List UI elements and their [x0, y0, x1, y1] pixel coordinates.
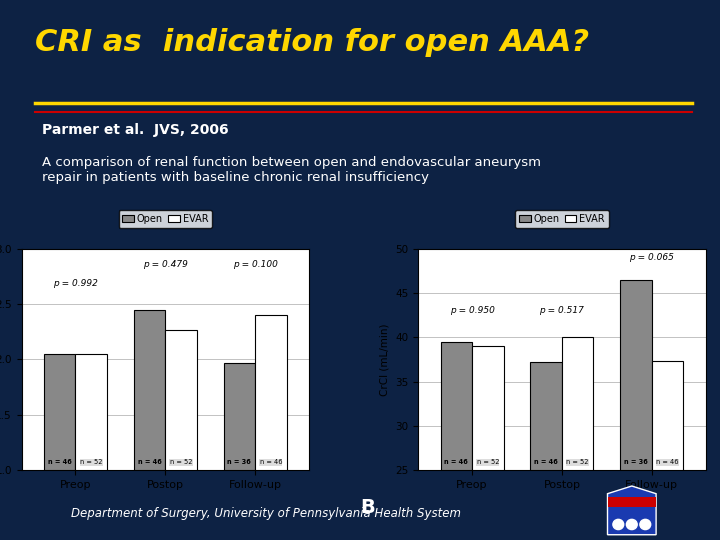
Text: n = 46: n = 46	[534, 460, 558, 465]
Bar	[620, 280, 652, 540]
Polygon shape	[608, 497, 656, 507]
Legend: Open, EVAR: Open, EVAR	[515, 210, 608, 228]
Bar	[255, 315, 287, 540]
Circle shape	[613, 519, 624, 530]
Bar	[224, 363, 255, 540]
Text: B: B	[361, 498, 375, 517]
Bar	[562, 338, 593, 540]
Text: p = 0.950: p = 0.950	[450, 306, 495, 315]
Text: n = 36: n = 36	[228, 460, 251, 465]
Bar	[531, 362, 562, 540]
Text: p = 0.992: p = 0.992	[53, 279, 98, 288]
Text: Department of Surgery, University of Pennsylvania Health System: Department of Surgery, University of Pen…	[71, 507, 462, 520]
Bar	[441, 342, 472, 540]
Text: n = 52: n = 52	[567, 460, 589, 465]
Bar	[76, 354, 107, 540]
Circle shape	[640, 519, 651, 530]
Legend: Open, EVAR: Open, EVAR	[119, 210, 212, 228]
Text: n = 46: n = 46	[138, 460, 161, 465]
Text: CRI as  indication for open AAA?: CRI as indication for open AAA?	[35, 29, 590, 57]
Text: n = 52: n = 52	[477, 460, 499, 465]
Bar	[652, 361, 683, 540]
Text: n = 46: n = 46	[260, 460, 282, 465]
Text: A comparison of renal function between open and endovascular aneurysm
repair in : A comparison of renal function between o…	[42, 157, 541, 185]
Text: Parmer et al.  JVS, 2006: Parmer et al. JVS, 2006	[42, 123, 229, 137]
Bar	[472, 346, 503, 540]
Text: n = 46: n = 46	[444, 460, 468, 465]
Bar	[44, 354, 76, 540]
Bar	[134, 310, 166, 540]
Polygon shape	[608, 486, 656, 535]
Text: n = 46: n = 46	[656, 460, 679, 465]
Text: p = 0.517: p = 0.517	[539, 306, 585, 315]
Y-axis label: CrCl (mL/min): CrCl (mL/min)	[379, 323, 390, 396]
Bar	[166, 330, 197, 540]
Text: p = 0.100: p = 0.100	[233, 260, 277, 269]
Text: n = 46: n = 46	[48, 460, 72, 465]
Text: n = 52: n = 52	[80, 460, 102, 465]
Circle shape	[626, 519, 637, 530]
Text: n = 36: n = 36	[624, 460, 648, 465]
Text: p = 0.479: p = 0.479	[143, 260, 188, 269]
Text: n = 52: n = 52	[170, 460, 192, 465]
Text: p = 0.065: p = 0.065	[629, 253, 674, 262]
